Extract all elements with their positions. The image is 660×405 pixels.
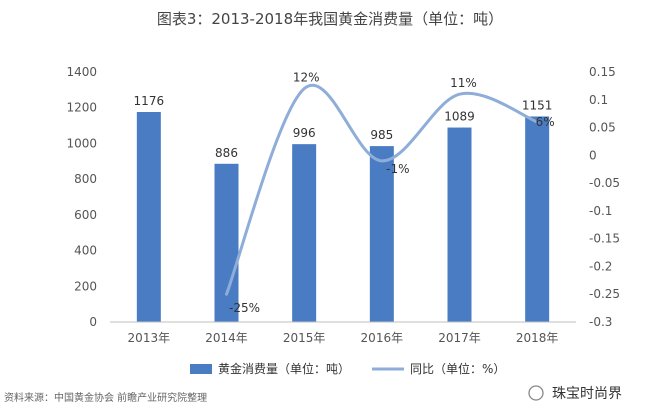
right-y-tick-label: -0.15 [589, 232, 620, 246]
chart-title: 图表3：2013-2018年我国黄金消费量（单位：吨） [157, 10, 503, 28]
bar-data-label: 1151 [522, 98, 553, 112]
brand-icon [528, 385, 544, 401]
bar-data-label: 996 [293, 126, 316, 140]
line-data-label: -25% [229, 301, 260, 315]
bar [525, 116, 550, 322]
right-y-tick-label: 0.15 [589, 65, 616, 79]
left-y-tick-label: 1400 [66, 65, 97, 79]
growth-line-path [225, 84, 539, 296]
left-y-tick-label: 400 [74, 244, 97, 258]
brand-name: 珠宝时尚界 [552, 386, 622, 402]
legend-bar-label: 黄金消费量（单位：吨） [218, 361, 350, 376]
left-y-tick-label: 1200 [66, 101, 97, 115]
left-y-tick-label: 200 [74, 279, 97, 293]
legend-bar-swatch [190, 364, 212, 374]
left-y-tick-label: 600 [74, 208, 97, 222]
line-data-label: 6% [536, 115, 555, 129]
x-tick-label: 2018年 [516, 331, 559, 345]
right-y-tick-label: -0.25 [589, 287, 620, 301]
source-note: 资料来源：中国黄金协会 前瞻产业研究院整理 [4, 391, 207, 404]
left-y-tick-label: 800 [74, 172, 97, 186]
bar [447, 127, 472, 323]
right-y-tick-label: -0.05 [589, 176, 620, 190]
bar [369, 146, 394, 322]
bar [136, 112, 161, 322]
legend: 黄金消费量（单位：吨） 同比（单位：%） [190, 361, 505, 376]
x-axis: 2013年 2014年 2015年 2016年 2017年 2018年 [110, 321, 576, 345]
left-y-tick-label: 0 [89, 315, 97, 329]
bar-series: 1176 886 996 985 1089 1151 [134, 94, 553, 323]
right-y-axis: -0.3 -0.25 -0.2 -0.15 -0.1 -0.05 0 0.05 0.1 0.15 [589, 65, 620, 329]
bar-data-label: 1176 [134, 94, 165, 108]
right-y-tick-label: 0.1 [589, 93, 608, 107]
line-data-label: 12% [293, 71, 320, 85]
right-y-tick-label: 0 [589, 148, 597, 162]
right-y-tick-label: 0.05 [589, 121, 616, 135]
bar [292, 144, 317, 322]
right-y-tick-label: -0.2 [589, 259, 612, 273]
x-tick-label: 2017年 [438, 331, 481, 345]
line-data-label: 11% [450, 76, 477, 90]
line-data-label: -1% [386, 162, 409, 176]
bar-data-label: 1089 [444, 110, 475, 124]
right-y-tick-label: -0.1 [589, 204, 612, 218]
x-tick-label: 2014年 [205, 331, 248, 345]
legend-line-label: 同比（单位：%） [410, 361, 505, 376]
x-tick-label: 2016年 [361, 331, 404, 345]
x-tick-label: 2015年 [283, 331, 326, 345]
brand-mark: 珠宝时尚界 [528, 385, 622, 402]
bar-data-label: 985 [370, 128, 393, 142]
line-series: -25% 12% -1% 11% 6% [225, 71, 555, 315]
left-y-axis: 0 200 400 600 800 1000 1200 1400 [66, 65, 97, 329]
left-y-tick-label: 1000 [66, 136, 97, 150]
right-y-tick-label: -0.3 [589, 315, 612, 329]
bar [214, 163, 239, 322]
x-tick-label: 2013年 [128, 331, 171, 345]
bar-data-label: 886 [215, 146, 238, 160]
